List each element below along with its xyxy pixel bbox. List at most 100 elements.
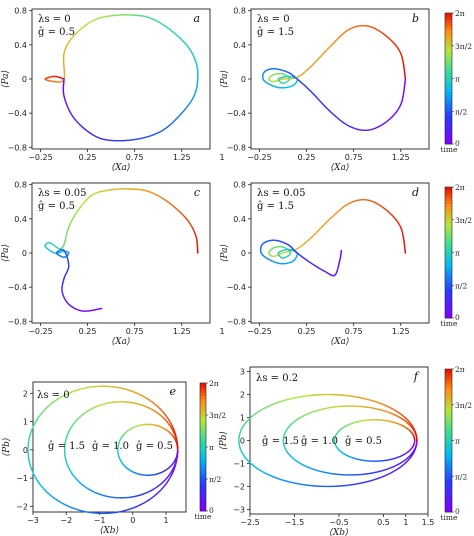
colorbar-band <box>445 75 452 79</box>
x-tick-label: 1.25 <box>392 153 410 162</box>
colorbar: 0 π/2 π 3π/2 2π time <box>195 379 227 521</box>
colorbar-band <box>445 278 452 283</box>
colorbar-tick-label: π <box>455 437 460 446</box>
colorbar-band <box>445 26 452 30</box>
x-axis-label: ⟨Xa⟩ <box>331 163 350 173</box>
colorbar-band <box>445 114 452 119</box>
colorbar-band <box>445 433 452 438</box>
colorbar-band <box>445 245 452 250</box>
panel-label: a <box>193 12 200 25</box>
x-tick-label: 1.5 <box>422 518 435 527</box>
colorbar-band <box>445 190 452 194</box>
x-tick-label: −2 <box>60 516 72 525</box>
colorbar-band <box>445 19 452 24</box>
colorbar-band <box>445 472 452 477</box>
annotation: λs = 0.2 <box>256 373 298 384</box>
y-tick-label: −0.8 <box>227 143 246 152</box>
x-tick-label: 1 <box>163 516 168 525</box>
y-tick-label: 2 <box>23 389 28 398</box>
colorbar-band <box>445 411 452 416</box>
colorbar-band <box>445 281 452 286</box>
x-axis-label: ⟨Xa⟩ <box>112 337 131 347</box>
annotation: ĝ = 1.5 <box>48 441 85 452</box>
colorbar-band <box>445 101 452 106</box>
panel-label: e <box>169 385 176 398</box>
colorbar-tick-label: 0 <box>455 313 460 322</box>
colorbar-band <box>445 422 452 427</box>
x-tick-label: −0.25 <box>28 153 53 162</box>
colorbar-band <box>200 495 206 499</box>
colorbar-band <box>445 32 452 37</box>
colorbar-band <box>200 440 206 445</box>
annotation: ĝ = 0.5 <box>345 436 382 447</box>
colorbar-label: time <box>195 512 213 521</box>
colorbar-band <box>445 16 452 20</box>
annotation: ĝ = 0.5 <box>136 441 173 452</box>
colorbar-band <box>200 485 206 489</box>
colorbar-band <box>445 268 452 273</box>
colorbar-band <box>445 295 452 299</box>
colorbar-band <box>445 91 452 96</box>
x-tick-label: 0.75 <box>126 327 144 336</box>
colorbar-band <box>445 213 452 217</box>
colorbar-band <box>445 508 452 513</box>
colorbar-band <box>445 121 452 125</box>
colorbar-band <box>200 405 206 409</box>
colorbar-band <box>445 29 452 34</box>
y-tick-label: −0.4 <box>227 283 246 292</box>
colorbar-band <box>445 62 452 66</box>
x-tick-label: 0.25 <box>298 153 316 162</box>
y-tick-label: −3 <box>233 505 245 514</box>
x-tick-label: 1.25 <box>173 153 191 162</box>
colorbar-band <box>445 440 452 445</box>
colorbar-band <box>445 203 452 208</box>
colorbar-band <box>445 206 452 211</box>
colorbar-band <box>445 479 452 484</box>
colorbar-band <box>445 308 452 312</box>
x-tick-label: −3 <box>27 516 39 525</box>
x-tick-label: −1.5 <box>285 518 304 527</box>
y-axis-label: ⟨Pa⟩ <box>220 70 230 88</box>
colorbar-band <box>445 298 452 303</box>
colorbar-tick-label: 3π/2 <box>455 42 472 51</box>
x-axis-label: ⟨Xa⟩ <box>112 163 131 173</box>
colorbar-band <box>200 475 206 480</box>
x-tick-label: 0.75 <box>126 153 144 162</box>
colorbar-band <box>200 415 206 419</box>
colorbar-label: time <box>441 319 459 328</box>
colorbar-tick-label: 2π <box>455 9 465 18</box>
panel-label: d <box>412 186 419 199</box>
x-tick-label: 0.75 <box>345 153 363 162</box>
y-tick-label: 2 <box>240 391 245 400</box>
colorbar-band <box>445 469 452 474</box>
colorbar-band <box>445 140 452 145</box>
annotation: ĝ = 1.5 <box>262 436 299 447</box>
colorbar-band <box>200 447 206 451</box>
colorbar-tick-label: 0 <box>455 139 460 148</box>
colorbar-band <box>200 431 206 435</box>
colorbar-band <box>200 418 206 422</box>
colorbar-band <box>200 456 206 461</box>
y-tick-label: −0.8 <box>8 143 27 152</box>
x-tick-label: 0.25 <box>298 327 316 336</box>
y-tick-label: 0.4 <box>14 41 27 50</box>
y-tick-label: −0.4 <box>227 109 246 118</box>
colorbar-band <box>445 196 452 201</box>
colorbar-band <box>445 444 452 449</box>
colorbar-band <box>445 85 452 89</box>
colorbar-band <box>445 426 452 431</box>
colorbar-band <box>445 13 452 17</box>
y-tick-label: −0.4 <box>8 283 27 292</box>
y-axis-label: ⟨Pb⟩ <box>2 438 12 457</box>
x-tick-label: 0.25 <box>79 327 97 336</box>
colorbar-band <box>200 437 206 441</box>
colorbar-band <box>200 434 206 438</box>
colorbar-tick-label: 2π <box>209 379 219 388</box>
colorbar-band <box>445 236 452 240</box>
colorbar-band <box>445 262 452 266</box>
colorbar-band <box>445 379 452 384</box>
colorbar-band <box>445 107 452 112</box>
y-tick-label: −2 <box>16 502 28 511</box>
colorbar-tick-label: π/2 <box>455 281 467 290</box>
x-axis-label: ⟨Xb⟩ <box>329 528 348 536</box>
